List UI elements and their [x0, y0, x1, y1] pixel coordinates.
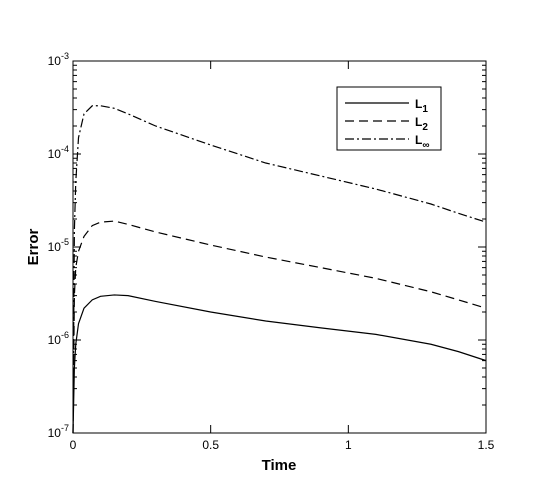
- legend-box: [336, 86, 442, 151]
- y-tick-label: 10-7: [48, 423, 69, 440]
- x-axis-label: Time: [262, 457, 297, 474]
- series-line: [72, 294, 487, 434]
- y-tick-label: 10-6: [48, 330, 69, 347]
- series-line: [72, 220, 487, 434]
- x-tick-label: 1: [345, 438, 352, 452]
- x-tick-label: 0.5: [202, 438, 219, 452]
- legend-label: L2: [415, 115, 428, 133]
- legend-label: L∞: [415, 133, 429, 151]
- y-tick-label: 10-4: [48, 144, 69, 161]
- x-tick-label: 1.5: [478, 438, 495, 452]
- x-tick-label: 0: [70, 438, 77, 452]
- series-line: [72, 105, 487, 434]
- y-tick-label: 10-3: [48, 51, 69, 68]
- y-axis-label: Error: [25, 229, 42, 266]
- y-tick-label: 10-5: [48, 237, 69, 254]
- legend-label: L1: [415, 97, 428, 115]
